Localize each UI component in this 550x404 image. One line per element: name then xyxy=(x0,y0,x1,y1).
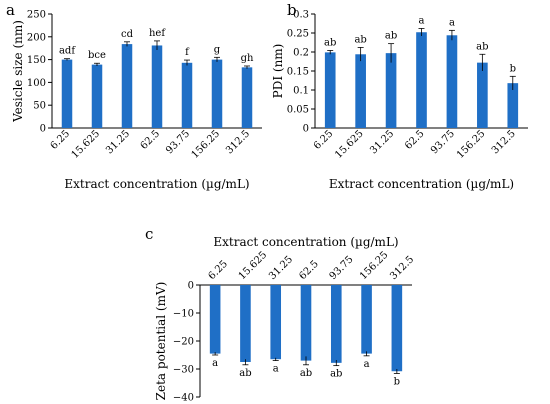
bar xyxy=(416,32,427,128)
y-tick-label: −10 xyxy=(173,309,194,320)
significance-label: ab xyxy=(385,31,397,42)
y-tick-label: 100 xyxy=(27,78,46,89)
y-tick-label: 0 xyxy=(303,124,309,135)
y-tick-label: 0.05 xyxy=(287,105,309,116)
x-tick-label: 6.25 xyxy=(206,259,230,283)
significance-label: f xyxy=(185,47,190,58)
bar xyxy=(361,285,372,354)
x-tick-label: 62.5 xyxy=(297,259,321,283)
y-tick-label: −20 xyxy=(173,337,194,348)
significance-label: ab xyxy=(324,37,336,48)
significance-label: b xyxy=(510,63,516,74)
y-tick-label: 0.25 xyxy=(287,29,309,40)
x-tick-label: 62.5 xyxy=(139,128,163,152)
bar xyxy=(477,62,488,128)
bar xyxy=(61,59,73,128)
bar xyxy=(241,67,253,128)
panel-letter-a: a xyxy=(6,1,15,19)
x-tick-label: 93.75 xyxy=(164,128,192,156)
bar xyxy=(121,44,133,128)
y-tick-label: 50 xyxy=(33,101,46,112)
bar xyxy=(211,59,223,128)
significance-label: ab xyxy=(239,368,251,379)
significance-label: adf xyxy=(59,46,76,57)
y-tick-label: 0.1 xyxy=(293,86,309,97)
bar xyxy=(385,53,397,128)
y-axis-label: PDI (nm) xyxy=(271,44,285,99)
panel-letter-b: b xyxy=(287,1,297,19)
chart-panel-c: c0−10−20−30−40a6.25ab15.625a31.25ab62.5a… xyxy=(145,225,416,404)
x-axis-label: Extract concentration (µg/mL) xyxy=(64,177,249,191)
bar xyxy=(240,285,251,362)
bar xyxy=(300,285,312,361)
significance-label: cd xyxy=(121,29,134,40)
significance-label: bce xyxy=(88,50,106,61)
x-axis-label: Extract concentration (µg/mL) xyxy=(213,235,398,249)
bar xyxy=(355,54,366,128)
significance-label: gh xyxy=(241,53,254,64)
x-tick-label: 15.625 xyxy=(237,250,270,283)
x-tick-label: 312.5 xyxy=(224,128,252,156)
significance-label: a xyxy=(364,359,370,370)
bar xyxy=(151,45,163,128)
x-tick-label: 62.5 xyxy=(403,128,427,152)
bar xyxy=(330,285,342,363)
significance-label: b xyxy=(394,376,400,387)
x-tick-label: 156.25 xyxy=(455,128,488,161)
y-tick-label: −30 xyxy=(173,365,194,376)
x-tick-label: 156.25 xyxy=(190,128,223,161)
x-tick-label: 312.5 xyxy=(388,254,416,282)
y-tick-label: 150 xyxy=(27,55,46,66)
chart-panel-b: b00.050.10.150.20.250.3ab6.25ab15.625ab3… xyxy=(271,1,528,191)
y-tick-label: 0.3 xyxy=(293,10,309,21)
x-tick-label: 6.25 xyxy=(49,128,73,152)
panel-letter-c: c xyxy=(145,225,153,243)
x-tick-label: 93.75 xyxy=(328,254,356,282)
bar xyxy=(446,35,458,128)
significance-label: ab xyxy=(354,34,366,45)
y-tick-label: 0 xyxy=(40,124,46,135)
x-tick-label: 6.25 xyxy=(312,128,336,152)
bar xyxy=(181,62,193,128)
y-tick-label: 0 xyxy=(188,281,194,292)
y-tick-label: −40 xyxy=(173,393,194,404)
y-axis-label: Zeta potential (mV) xyxy=(154,282,168,401)
x-tick-label: 31.25 xyxy=(267,254,295,282)
x-tick-label: 15.625 xyxy=(70,128,103,161)
y-tick-label: 200 xyxy=(27,32,46,43)
chart-panel-a: a 0 50 100 150 200 250 adf 6.25 bce 15.625 cd 31.25 h… xyxy=(6,1,262,191)
significance-label: a xyxy=(212,358,218,369)
bar xyxy=(391,285,403,372)
y-tick-label: 250 xyxy=(27,10,46,21)
x-tick-label: 312.5 xyxy=(490,128,518,156)
significance-label: ab xyxy=(330,369,342,380)
x-tick-label: 31.25 xyxy=(368,128,396,156)
significance-label: a xyxy=(419,15,425,26)
significance-label: a xyxy=(273,364,279,375)
bar xyxy=(209,285,221,354)
significance-label: g xyxy=(214,44,221,55)
significance-label: hef xyxy=(149,28,166,39)
y-axis-label: Vesicle size (nm) xyxy=(11,20,25,123)
significance-label: ab xyxy=(476,41,488,52)
bar xyxy=(324,52,336,128)
x-axis-label: Extract concentration (µg/mL) xyxy=(329,177,514,191)
significance-label: ab xyxy=(300,368,312,379)
x-tick-label: 93.75 xyxy=(429,128,457,156)
bar xyxy=(91,64,103,128)
x-tick-label: 15.625 xyxy=(333,128,366,161)
y-tick-label: 0.15 xyxy=(287,67,309,78)
y-tick-label: 0.2 xyxy=(293,48,309,59)
bar xyxy=(507,83,519,128)
significance-label: a xyxy=(449,17,455,28)
bar xyxy=(270,285,282,360)
x-tick-label: 31.25 xyxy=(104,128,132,156)
x-tick-label: 156.25 xyxy=(358,250,391,283)
